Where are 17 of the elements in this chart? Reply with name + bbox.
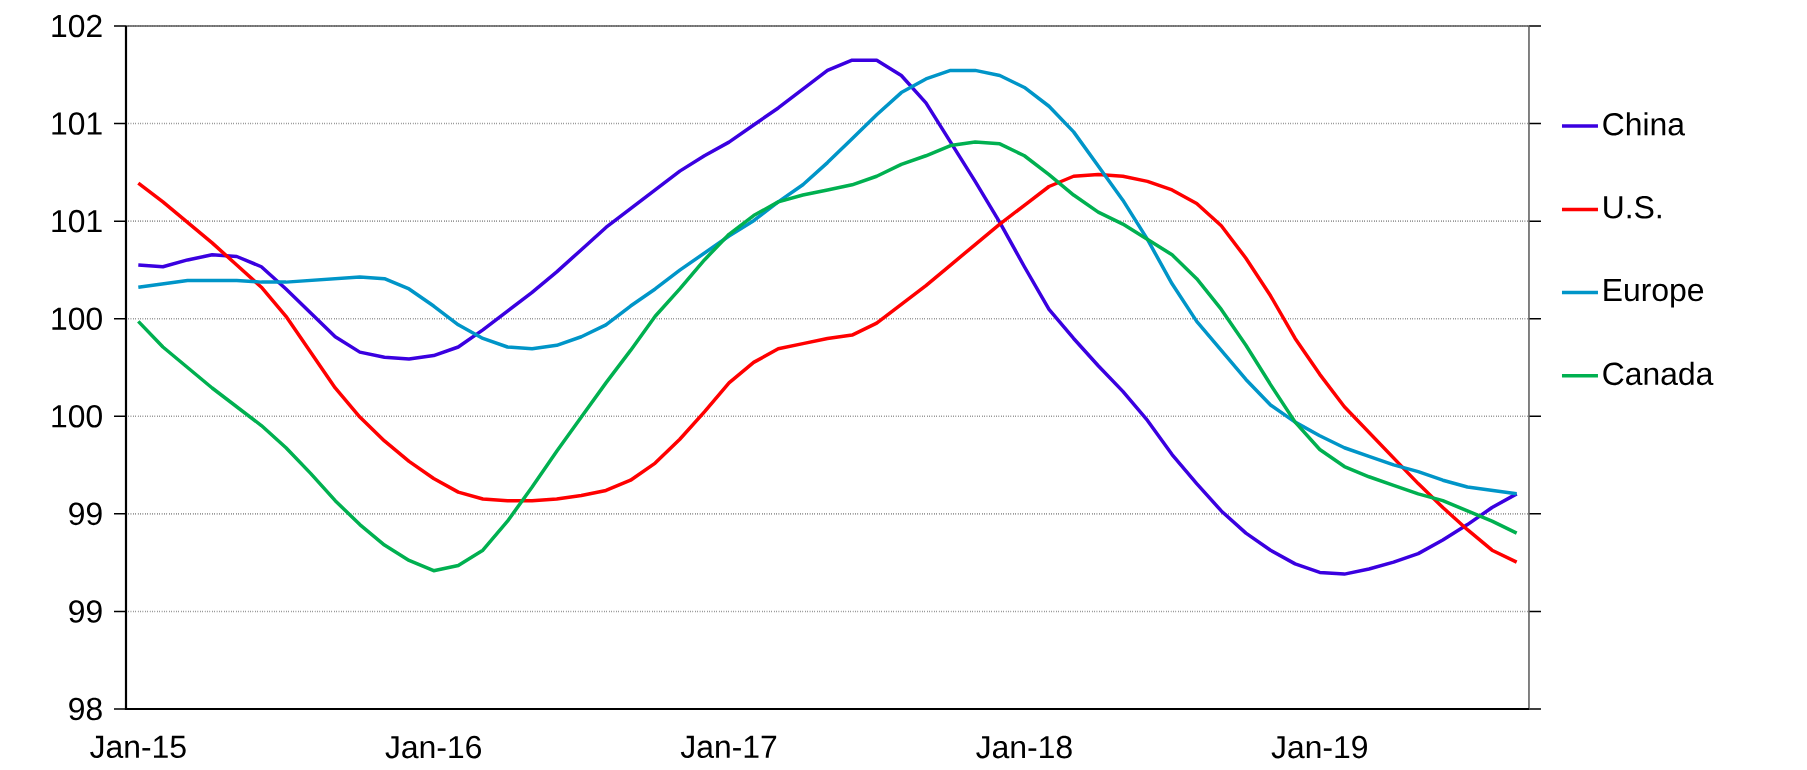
legend-label: Europe [1604, 279, 1704, 308]
x-tick-label: Jan-18 [976, 735, 1072, 759]
legend-label: China [1603, 112, 1685, 136]
y-tick-label: 98 [69, 697, 102, 721]
legend-label: Canada [1603, 361, 1714, 386]
y-tick-label: 99 [69, 600, 102, 623]
x-tick-label: Jan-19 [1271, 735, 1367, 759]
y-tick-label: 100 [52, 405, 102, 428]
y-tick-label: 101 [52, 209, 102, 233]
y-tick-label: 101 [52, 112, 102, 135]
x-tick-label: Jan-15 [90, 735, 186, 759]
y-tick-label: 102 [52, 14, 102, 38]
legend-label: U.S. [1604, 196, 1661, 219]
y-tick-label: 100 [52, 307, 102, 330]
x-tick-label: Jan-17 [680, 735, 777, 759]
x-tick-label: Jan-16 [385, 735, 481, 759]
y-tick-label: 99 [69, 502, 102, 526]
